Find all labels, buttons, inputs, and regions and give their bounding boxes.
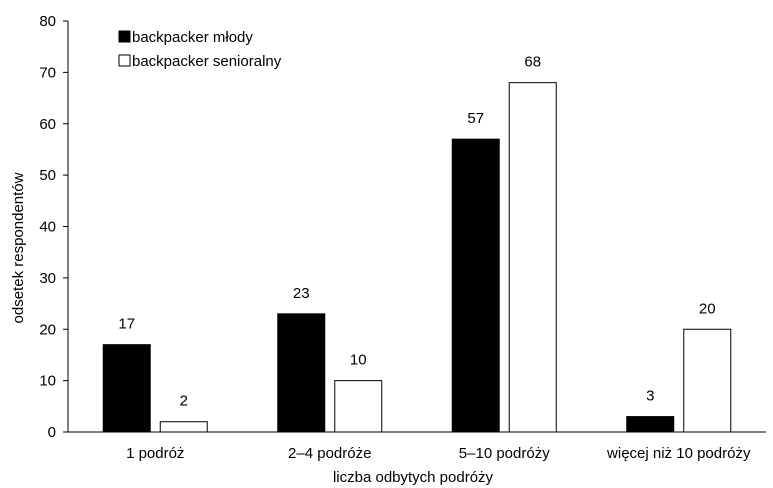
y-tick-label: 10 [39,373,56,390]
legend-swatch [118,30,131,43]
bar-mlody [626,416,675,433]
data-label: 17 [118,316,135,333]
bars [102,82,732,433]
data-labels: 17 23 57 3 2 10 68 20 [118,54,715,410]
data-label: 23 [293,285,310,302]
data-label: 68 [524,54,541,71]
y-tick-label: 80 [39,13,56,30]
y-tick-label: 60 [39,116,56,133]
x-category-label: więcej niż 10 podróży [606,445,751,462]
data-label: 20 [699,300,716,317]
x-category-label: 1 podróż [126,445,184,462]
y-tick-label: 50 [39,167,56,184]
bar-mlody [451,138,500,433]
legend: backpacker młody backpacker senioralny [118,29,282,70]
y-axis: 0 10 20 30 40 50 60 70 80 [39,13,69,441]
y-tick-label: 0 [48,424,56,441]
y-tick-label: 20 [39,321,56,338]
y-tick-label: 70 [39,64,56,81]
bar-senioralny [508,82,557,433]
y-tick-label: 40 [39,219,56,236]
data-label: 3 [646,388,654,405]
bar-mlody [277,313,326,433]
bar-senioralny [334,380,383,433]
y-tick-label: 30 [39,270,56,287]
bar-mlody [102,344,151,433]
x-category-label: 5–10 podróży [459,445,550,462]
bar-senioralny [683,328,732,433]
data-label: 57 [467,110,484,127]
legend-label: backpacker senioralny [132,53,282,70]
legend-label: backpacker młody [132,29,253,46]
x-category-label: 2–4 podróże [288,445,371,462]
data-label: 10 [350,352,367,369]
y-axis-title: odsetek respondentów [10,172,27,323]
data-label: 2 [180,393,188,410]
x-axis: 1 podróż 2–4 podróże 5–10 podróży więcej ni… [68,431,766,462]
bar-senioralny [159,421,208,433]
legend-swatch [118,54,131,67]
x-axis-title: liczba odbytych podróży [333,469,494,486]
